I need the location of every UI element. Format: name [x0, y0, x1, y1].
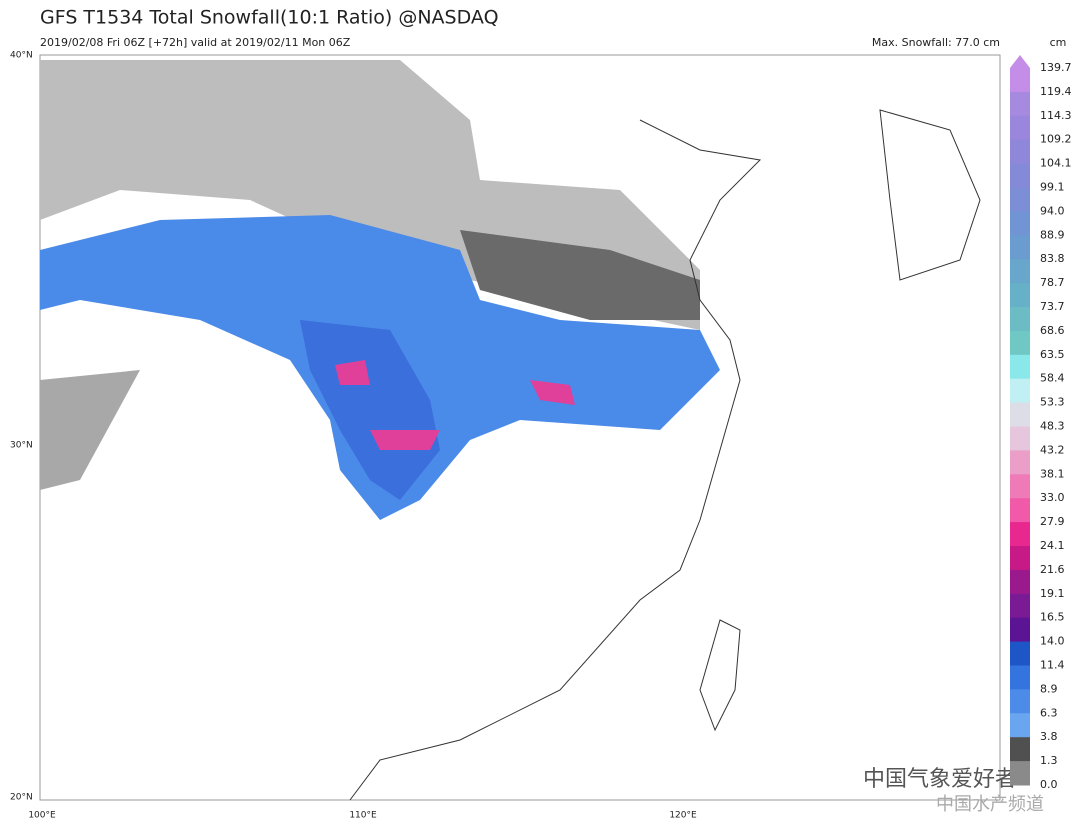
colorbar-label: 27.9: [1040, 515, 1065, 528]
lon-label: 120°E: [669, 811, 697, 821]
colorbar-segment: [1010, 354, 1030, 380]
colorbar-label: 119.4: [1040, 85, 1072, 98]
colorbar-label: 21.6: [1040, 563, 1065, 576]
colorbar-label: 109.2: [1040, 133, 1072, 146]
moderate-snow: [460, 230, 700, 320]
lat-label: 20°N: [10, 793, 33, 803]
watermark: 中国气象爱好者: [863, 767, 1017, 792]
title: GFS T1534 Total Snowfall(10:1 Ratio) @NA…: [40, 7, 499, 29]
colorbar-segment: [1010, 641, 1030, 666]
watermark-secondary: 中国水产频道: [936, 794, 1044, 815]
colorbar-segment: [1010, 187, 1030, 212]
colorbar-segment: [1010, 330, 1030, 356]
map: [39, 54, 1001, 801]
colorbar-label: 88.9: [1040, 228, 1065, 241]
lat-label: 40°N: [10, 51, 33, 61]
colorbar-segment: [1010, 378, 1030, 404]
colorbar-segment: [1010, 737, 1030, 762]
colorbar-label: 94.0: [1040, 204, 1065, 217]
colorbar-label: 43.2: [1040, 443, 1065, 456]
colorbar-segment: [1010, 593, 1030, 619]
colorbar-label: 38.1: [1040, 467, 1065, 480]
colorbar-label: 33.0: [1040, 491, 1065, 504]
colorbar-label: 3.8: [1040, 730, 1058, 743]
colorbar-label: 11.4: [1040, 659, 1065, 672]
colorbar-label: 139.7: [1040, 61, 1072, 74]
peak-snow: [335, 360, 575, 450]
subtitle: 2019/02/08 Fri 06Z [+72h] valid at 2019/…: [40, 36, 351, 49]
colorbar-label: 24.1: [1040, 539, 1065, 552]
colorbar-segment: [1010, 211, 1030, 236]
korea-outline: [879, 109, 981, 281]
colorbar-label: 99.1: [1040, 181, 1065, 194]
taiwan-outline: [699, 619, 741, 732]
colorbar-label: 19.1: [1040, 587, 1065, 600]
light-snow-west: [40, 370, 140, 490]
colorbar-label: 53.3: [1040, 396, 1065, 409]
lat-label: 30°N: [10, 441, 33, 451]
colorbar-segment: [1010, 761, 1030, 786]
colorbar-segment: [1010, 402, 1030, 427]
colorbar-label: 8.9: [1040, 682, 1058, 695]
lon-label: 110°E: [349, 811, 377, 821]
max-snowfall: Max. Snowfall: 77.0 cm: [872, 36, 1000, 49]
colorbar-label: 58.4: [1040, 372, 1065, 385]
colorbar-segment: [1010, 713, 1030, 738]
colorbar-segment: [1010, 91, 1030, 117]
unit: cm: [1050, 36, 1067, 49]
colorbar-segment: [1010, 68, 1030, 93]
colorbar-segment: [1010, 307, 1030, 332]
colorbar-label: 114.3: [1040, 109, 1072, 122]
colorbar-segment: [1010, 665, 1030, 690]
colorbar-segment: [1010, 115, 1030, 141]
colorbar-segment: [1010, 259, 1030, 284]
colorbar-segment: [1010, 139, 1030, 165]
colorbar-tip: [1010, 55, 1030, 68]
colorbar-segment: [1010, 474, 1030, 499]
colorbar-label: 6.3: [1040, 706, 1058, 719]
colorbar-label: 1.3: [1040, 754, 1058, 767]
colorbar-segment: [1010, 450, 1030, 475]
colorbar-label: 68.6: [1040, 324, 1065, 337]
colorbar-label: 48.3: [1040, 420, 1065, 433]
colorbar-segment: [1010, 617, 1030, 643]
colorbar-label: 83.8: [1040, 252, 1065, 265]
colorbar-label: 104.1: [1040, 157, 1072, 170]
colorbar-label: 78.7: [1040, 276, 1065, 289]
colorbar-segment: [1010, 498, 1030, 523]
colorbar-segment: [1010, 522, 1030, 547]
colorbar-segment: [1010, 546, 1030, 571]
colorbar-label: 0.0: [1040, 778, 1058, 791]
colorbar-label: 14.0: [1040, 635, 1065, 648]
colorbar-segment: [1010, 689, 1030, 714]
colorbar-segment: [1010, 235, 1030, 260]
lon-label: 100°E: [28, 811, 56, 821]
colorbar-segment: [1010, 163, 1030, 188]
colorbar-segment: [1010, 426, 1030, 451]
coastline: [349, 119, 762, 801]
colorbar-label: 63.5: [1040, 348, 1065, 361]
colorbar-label: 73.7: [1040, 300, 1065, 313]
colorbar-segment: [1010, 569, 1030, 595]
colorbar-segment: [1010, 283, 1030, 308]
colorbar-label: 16.5: [1040, 611, 1065, 624]
